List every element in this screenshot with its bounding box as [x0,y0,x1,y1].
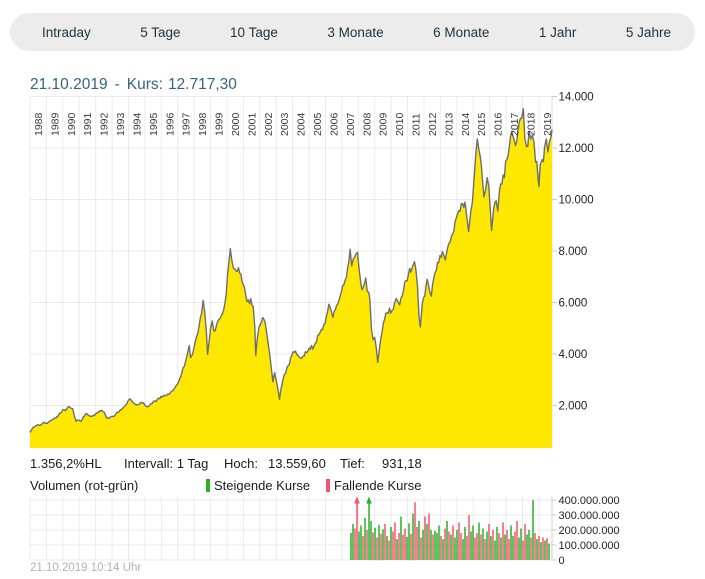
svg-text:2018: 2018 [526,112,538,136]
svg-text:2000: 2000 [230,112,242,136]
interval-label: Intervall: 1 Tag [124,456,209,471]
svg-text:6.000: 6.000 [559,298,588,310]
fallende-kurse-label: Fallende Kurse [334,478,422,493]
header-separator: - [114,76,120,93]
svg-text:2015: 2015 [476,112,488,136]
hoch-label: Hoch: [224,456,258,471]
volume-caption: Volumen (rot-grün) [30,478,139,493]
range-percent: 1.356,2%HL [30,456,102,471]
svg-text:1996: 1996 [164,112,176,136]
tief-value: 931,18 [382,456,422,471]
svg-text:2004: 2004 [296,112,308,136]
tab-6-monate[interactable]: 6 Monate [433,24,490,40]
svg-text:1994: 1994 [132,112,144,136]
svg-text:1993: 1993 [115,112,127,136]
tief-label: Tief: [340,456,365,471]
svg-text:2007: 2007 [345,112,357,136]
tab-intraday[interactable]: Intraday [42,24,91,40]
svg-text:2011: 2011 [411,113,423,136]
kurs-label: Kurs: [126,76,163,93]
svg-text:2012: 2012 [427,112,439,136]
kurs-value: 12.717,30 [167,76,237,93]
svg-text:4.000: 4.000 [559,349,588,361]
svg-text:2001: 2001 [246,112,258,136]
svg-text:1998: 1998 [197,112,209,136]
svg-text:1991: 1991 [82,112,94,136]
svg-text:300.000.000: 300.000.000 [559,510,620,522]
volume-legend: Volumen (rot-grün) Steigende Kurse Falle… [0,478,705,494]
chart-timestamp: 21.10.2019 10:14 Uhr [30,562,142,574]
svg-text:2008: 2008 [361,112,373,136]
tab-5-jahre[interactable]: 5 Jahre [625,24,671,40]
svg-text:100.000.000: 100.000.000 [559,540,620,552]
steigende-kurse-swatch [206,479,210,492]
svg-text:1999: 1999 [214,112,226,136]
hoch-value: 13.559,60 [268,456,326,471]
svg-text:1992: 1992 [99,112,111,136]
svg-text:200.000.000: 200.000.000 [559,525,620,537]
steigende-kurse-label: Steigende Kurse [214,478,311,493]
svg-text:12.000: 12.000 [559,143,594,155]
svg-text:1990: 1990 [66,112,78,136]
svg-text:2.000: 2.000 [559,401,588,413]
time-range-tabs: Intraday 5 Tage 10 Tage 3 Monate 6 Monat… [10,13,695,51]
svg-text:2005: 2005 [312,112,324,136]
tab-3-monate[interactable]: 3 Monate [327,24,384,40]
svg-text:2017: 2017 [509,112,521,136]
svg-text:10.000: 10.000 [559,195,594,207]
svg-text:400.000.000: 400.000.000 [559,495,620,507]
stats-row: 1.356,2%HL Intervall: 1 Tag Hoch: 13.559… [0,456,705,472]
svg-text:2019: 2019 [542,112,554,136]
tab-1-jahr[interactable]: 1 Jahr [538,24,577,40]
svg-text:2009: 2009 [378,112,390,136]
svg-text:2003: 2003 [279,112,291,136]
svg-text:0: 0 [559,555,565,567]
svg-text:1988: 1988 [33,112,45,136]
svg-text:2013: 2013 [443,112,455,136]
fallende-kurse-swatch [326,479,330,492]
svg-text:1997: 1997 [181,112,193,136]
svg-text:2016: 2016 [493,112,505,136]
svg-text:1995: 1995 [148,112,160,136]
svg-text:2010: 2010 [394,112,406,136]
svg-text:2006: 2006 [329,112,341,136]
chart-header: 21.10.2019- Kurs: 12.717,30 [30,76,237,94]
quote-date: 21.10.2019 [30,76,108,93]
tab-5-tage[interactable]: 5 Tage [140,24,181,40]
svg-text:2002: 2002 [263,112,275,136]
svg-text:14.000: 14.000 [559,92,594,104]
svg-text:8.000: 8.000 [559,246,588,258]
svg-text:2014: 2014 [460,112,472,136]
svg-text:1989: 1989 [49,112,61,136]
tab-10-tage[interactable]: 10 Tage [230,24,278,40]
